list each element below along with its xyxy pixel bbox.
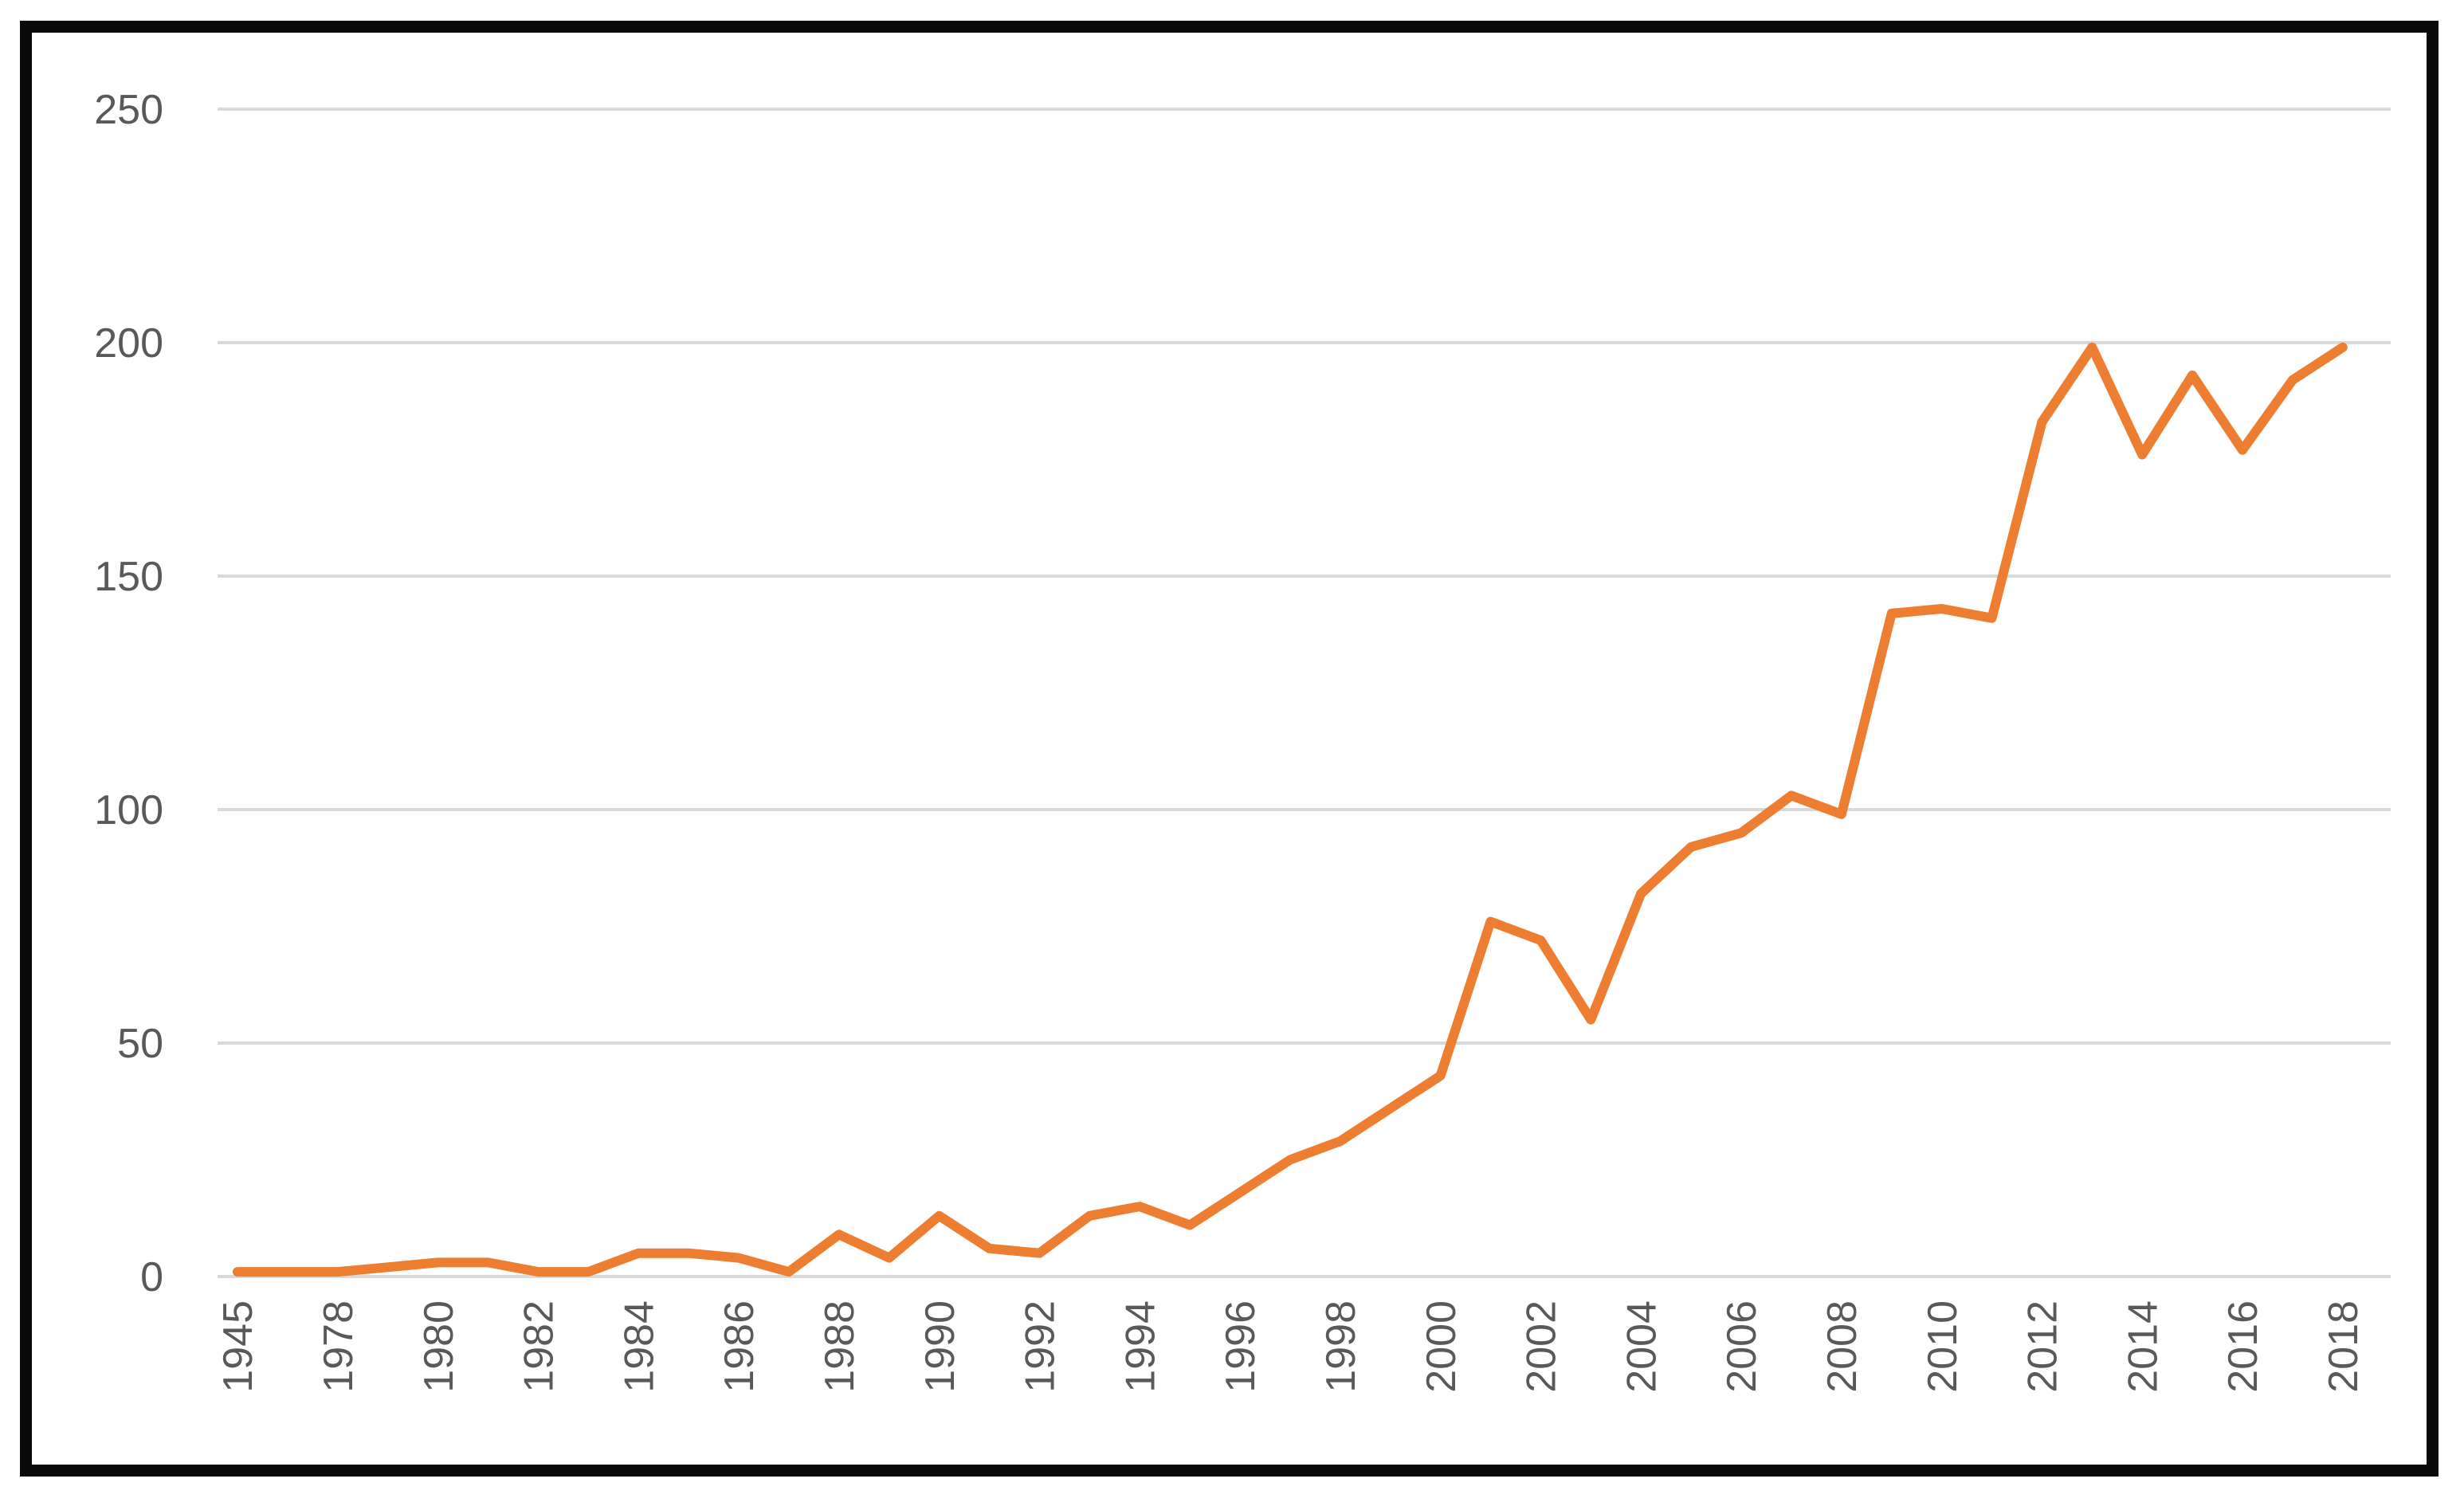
x-tick-label: 1986 — [716, 1300, 763, 1393]
x-tick-label: 2008 — [1819, 1300, 1866, 1393]
x-tick-label: 2016 — [2220, 1300, 2266, 1393]
x-tick-label: 1978 — [316, 1300, 362, 1393]
x-tick-label: 1988 — [817, 1300, 863, 1393]
x-tick-label: 1996 — [1218, 1300, 1264, 1393]
y-tick-label: 200 — [94, 320, 163, 367]
y-tick-label: 250 — [94, 87, 163, 133]
chart-border — [20, 21, 2438, 1477]
x-tick-label: 1984 — [616, 1300, 662, 1393]
x-tick-label: 2012 — [2020, 1300, 2066, 1393]
x-tick-label: 2018 — [2321, 1300, 2367, 1393]
y-tick-label: 50 — [117, 1021, 163, 1067]
x-tick-label: 1990 — [917, 1300, 963, 1393]
x-axis-labels-group: 1945 1978 1980 1982 1984 1986 1988 1990 1992 1994… — [215, 1300, 2367, 1393]
x-tick-label: 2004 — [1618, 1300, 1665, 1393]
x-tick-label: 1992 — [1018, 1300, 1064, 1393]
x-tick-label: 2010 — [1920, 1300, 1966, 1393]
y-tick-label: 0 — [140, 1254, 163, 1300]
x-tick-label: 1980 — [416, 1300, 462, 1393]
x-tick-label: 1994 — [1117, 1300, 1163, 1393]
y-tick-label: 100 — [94, 787, 163, 833]
x-tick-label: 2000 — [1418, 1300, 1465, 1393]
x-tick-label: 1998 — [1318, 1300, 1364, 1393]
x-tick-label: 1945 — [215, 1300, 261, 1393]
gridlines-group — [218, 108, 2391, 1278]
x-tick-label: 2002 — [1519, 1300, 1565, 1393]
x-tick-label: 1982 — [516, 1300, 563, 1393]
x-tick-label: 2006 — [1719, 1300, 1765, 1393]
y-tick-label: 150 — [94, 554, 163, 600]
x-tick-label: 2014 — [2120, 1300, 2166, 1393]
data-line-series — [233, 342, 2348, 1277]
y-axis-labels-group: 0 50 100 150 200 250 — [94, 87, 163, 1300]
